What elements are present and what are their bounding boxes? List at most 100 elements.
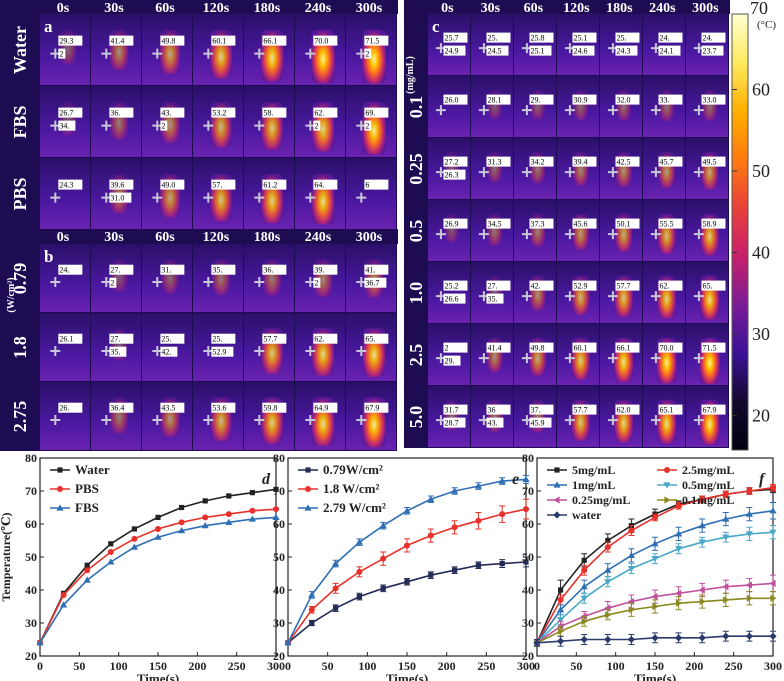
chart-f-x-axis-label: Time(s) [634, 671, 676, 681]
panel-c-temp-box [615, 94, 640, 105]
panel-c-temp-label: 33. [659, 96, 669, 105]
chart-e-panel-letter: e [512, 471, 519, 488]
chart-e-data-point [475, 562, 481, 568]
panel-a-temp-box [109, 35, 134, 46]
panel-c-temp-label: 25. [487, 34, 497, 43]
chart-d-y-tick-label: 60 [25, 517, 37, 531]
panel-b-temp-box [109, 264, 134, 275]
panel-c-temp-label: 35. [487, 295, 497, 304]
chart-f-data-point [675, 530, 683, 537]
panel-c-crosshair-icon [521, 167, 532, 178]
panel-c-crosshair-icon [564, 229, 575, 240]
colorbar-tick-label: 60 [752, 79, 770, 99]
chart-e-y-tick-label: 60 [273, 517, 285, 531]
panel-b-cell [40, 244, 90, 312]
chart-d-data-point [155, 514, 161, 520]
chart-d-data-point [60, 601, 68, 608]
panel-c-crosshair-icon [435, 229, 446, 240]
panel-c-crosshair-icon [650, 167, 661, 178]
chart-f-data-point [722, 515, 730, 522]
panel-c-temp-box [443, 293, 466, 304]
chart-e-data-point [356, 594, 362, 600]
chart-d-data-point [131, 535, 138, 542]
panel-c-temp-label: 33.0 [702, 96, 716, 105]
panel-b-header-strip [0, 229, 398, 244]
panel-c-temp-box [486, 218, 511, 229]
chart-e-x-tick-label: 150 [398, 659, 416, 673]
panel-b-crosshair-icon [101, 414, 112, 425]
panel-c-crosshair-icon [693, 167, 704, 178]
panel-c-temp-box [443, 417, 466, 428]
panel-b-temp-box [211, 346, 234, 357]
chart-d-y-tick-label: 50 [25, 550, 37, 564]
panel-c-temp-box [486, 342, 511, 353]
panel-a-temp-label: 6 [365, 181, 369, 190]
panel-a-temp-box [109, 179, 134, 190]
chart-d-legend-marker [57, 486, 63, 492]
panel-c-temp-box [572, 45, 595, 56]
chart-d-x-tick-label: 250 [228, 659, 246, 673]
panel-b-time-header: 300s [356, 230, 383, 245]
panel-b-temp-box [364, 277, 387, 288]
chart-f-legend-label: 2.5mg/mL [682, 463, 734, 477]
panel-c-cell [557, 14, 599, 75]
panel-b-temp-box [160, 264, 185, 275]
chart-f-panel-letter: f [759, 471, 766, 488]
panel-c-temp-label: 66.1 [616, 344, 630, 353]
panel-a-temp-box [211, 35, 236, 46]
chart-f-data-point [652, 514, 658, 521]
panel-b-temp-label: 36.4 [110, 404, 124, 413]
panel-b-temp-box [160, 346, 178, 357]
panel-c-temp-label: 25.1 [530, 47, 544, 56]
chart-e-data-point [380, 555, 387, 562]
chart-f-legend-label: 0.5mg/mL [682, 478, 734, 492]
panel-b-crosshair-icon [50, 276, 61, 287]
panel-a-temp-box [160, 107, 185, 118]
panel-c-temp-box [443, 156, 468, 167]
chart-f-data-point [604, 579, 612, 586]
panel-b-crosshair-icon [254, 414, 265, 425]
panel-a-temp-box [364, 179, 389, 190]
chart-e-data-point [452, 567, 458, 573]
panel-c-crosshair-icon [435, 105, 446, 116]
chart-d-data-point [202, 514, 209, 521]
panel-c-temp-label: 70.0 [659, 344, 673, 353]
chart-d-legend-marker [56, 504, 64, 511]
panel-a-temp-label: 69. [365, 109, 375, 118]
panel-c-temp-label: 55.5 [659, 220, 673, 229]
panel-c-row-label: 0.1 [406, 96, 426, 119]
panel-c-crosshair-icon [650, 291, 661, 302]
panel-a-temp-box [211, 107, 236, 118]
panel-c-temp-box [572, 342, 597, 353]
panel-a-temp-label: 26.7 [59, 109, 73, 118]
chart-e-data-point [356, 568, 363, 575]
chart-f-legend-marker [663, 482, 671, 489]
panel-c-crosshair-icon [650, 415, 661, 426]
panel-b-time-header: 60s [155, 230, 175, 245]
panel-c-cell [428, 14, 470, 75]
panel-c-temp-box [443, 45, 466, 56]
panel-b-temp-label: 25. [161, 335, 171, 344]
panel-b-temp-label: 31. [161, 266, 171, 275]
panel-c-crosshair-icon [693, 229, 704, 240]
chart-f-data-point [558, 587, 564, 593]
panel-c-row-label: 1.0 [406, 282, 426, 305]
panel-b-temp-label: 52.9 [212, 348, 226, 357]
chart-f-legend-marker [553, 496, 560, 504]
panel-c-crosshair-icon [564, 415, 575, 426]
panel-b-crosshair-icon [50, 414, 61, 425]
panel-c-time-header: 60s [524, 1, 544, 16]
panel-c-cell [428, 76, 470, 137]
panel-b-temp-label: 57.7 [263, 335, 277, 344]
chart-d-data-point [108, 541, 114, 547]
chart-e-data-point [308, 591, 316, 598]
panel-c-heat-blob [487, 213, 503, 246]
panel-b-time-header: 240s [305, 230, 332, 245]
panel-b-crosshair-icon [356, 414, 367, 425]
panel-c-header-strip [404, 0, 730, 14]
chart-e-frame [287, 457, 527, 657]
chart-e-data-point [522, 475, 530, 483]
panel-c-temp-box [443, 280, 468, 291]
panel-c-cell [514, 14, 556, 75]
panel-c-cell [643, 14, 685, 75]
